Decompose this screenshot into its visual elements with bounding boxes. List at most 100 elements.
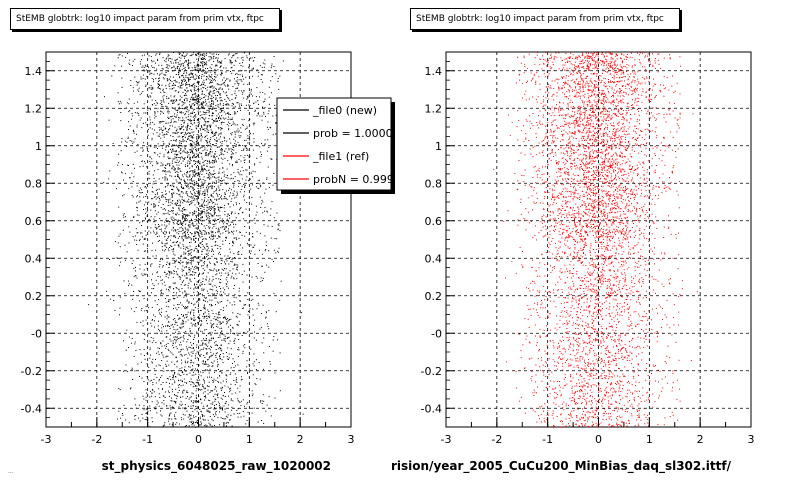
scatter-point — [174, 416, 176, 418]
scatter-point — [132, 87, 134, 89]
scatter-point — [206, 210, 208, 212]
scatter-point — [150, 56, 152, 58]
scatter-point — [184, 100, 185, 101]
scatter-point — [165, 232, 167, 234]
scatter-point — [202, 191, 204, 193]
scatter-point — [212, 420, 214, 422]
scatter-point — [187, 138, 188, 140]
scatter-point — [192, 73, 194, 74]
scatter-point — [213, 55, 215, 57]
scatter-point — [221, 89, 223, 90]
scatter-point — [235, 264, 237, 266]
scatter-point — [261, 154, 262, 155]
scatter-point — [189, 418, 191, 420]
scatter-point — [191, 124, 193, 126]
scatter-point — [144, 78, 146, 80]
scatter-point — [234, 257, 236, 258]
scatter-point — [224, 385, 226, 387]
scatter-point — [253, 141, 255, 143]
scatter-point — [156, 188, 158, 190]
scatter-point — [245, 139, 247, 141]
scatter-point — [188, 60, 190, 62]
scatter-point — [212, 337, 214, 339]
scatter-point — [164, 224, 166, 226]
scatter-point — [168, 102, 170, 104]
scatter-point — [190, 251, 192, 253]
scatter-point — [199, 68, 201, 70]
scatter-point — [186, 348, 188, 350]
scatter-point — [221, 330, 223, 332]
scatter-point — [184, 166, 186, 167]
scatter-point — [169, 164, 171, 166]
scatter-point — [215, 232, 217, 234]
scatter-point — [215, 379, 217, 381]
scatter-point — [208, 340, 210, 342]
scatter-point — [220, 65, 221, 67]
scatter-point — [244, 344, 246, 346]
scatter-point — [158, 235, 160, 237]
scatter-point — [208, 184, 210, 185]
scatter-point — [218, 207, 220, 209]
scatter-point — [263, 113, 265, 115]
scatter-point — [207, 86, 209, 88]
scatter-point — [151, 158, 153, 160]
scatter-point — [222, 189, 224, 191]
scatter-point — [188, 196, 190, 198]
scatter-point — [171, 81, 173, 82]
scatter-point — [203, 378, 205, 380]
scatter-point — [208, 232, 210, 233]
scatter-point — [128, 280, 130, 282]
scatter-point — [175, 401, 176, 403]
scatter-point — [222, 218, 224, 220]
scatter-point — [219, 321, 221, 323]
scatter-point — [174, 262, 176, 264]
scatter-point — [185, 184, 187, 186]
scatter-point — [207, 389, 209, 391]
scatter-point — [180, 57, 182, 59]
scatter-point — [196, 99, 198, 101]
scatter-point — [196, 185, 198, 186]
scatter-point — [213, 133, 215, 135]
scatter-point — [180, 127, 182, 129]
scatter-point — [184, 148, 186, 150]
scatter-point — [213, 219, 215, 221]
scatter-point — [163, 121, 165, 122]
scatter-point — [203, 396, 205, 397]
scatter-point — [202, 150, 204, 152]
scatter-point — [189, 73, 191, 75]
scatter-point — [208, 108, 210, 110]
scatter-point — [205, 329, 207, 330]
scatter-point — [132, 130, 134, 132]
scatter-point — [227, 320, 229, 322]
scatter-point — [197, 267, 199, 269]
scatter-point — [206, 250, 208, 252]
scatter-point — [205, 397, 207, 399]
scatter-point — [195, 54, 197, 56]
scatter-point — [254, 244, 256, 246]
scatter-point — [210, 76, 212, 77]
scatter-point — [194, 92, 196, 94]
scatter-point — [214, 205, 215, 207]
scatter-point — [238, 144, 240, 146]
scatter-point — [208, 74, 210, 76]
scatter-point — [246, 126, 248, 128]
scatter-point — [199, 354, 200, 356]
scatter-point — [202, 360, 204, 362]
scatter-point — [131, 194, 133, 196]
scatter-point — [214, 210, 216, 212]
scatter-point — [165, 176, 167, 178]
scatter-point — [260, 155, 262, 157]
scatter-point — [271, 65, 273, 67]
scatter-point — [227, 160, 229, 162]
scatter-point — [204, 191, 206, 193]
scatter-point — [154, 426, 156, 428]
scatter-point — [143, 298, 145, 300]
scatter-point — [152, 384, 154, 386]
scatter-point — [193, 274, 195, 276]
scatter-point — [212, 79, 214, 81]
scatter-point — [154, 114, 156, 116]
scatter-point — [162, 170, 164, 171]
scatter-point — [161, 283, 163, 285]
scatter-point — [226, 356, 228, 357]
scatter-point — [189, 175, 191, 177]
